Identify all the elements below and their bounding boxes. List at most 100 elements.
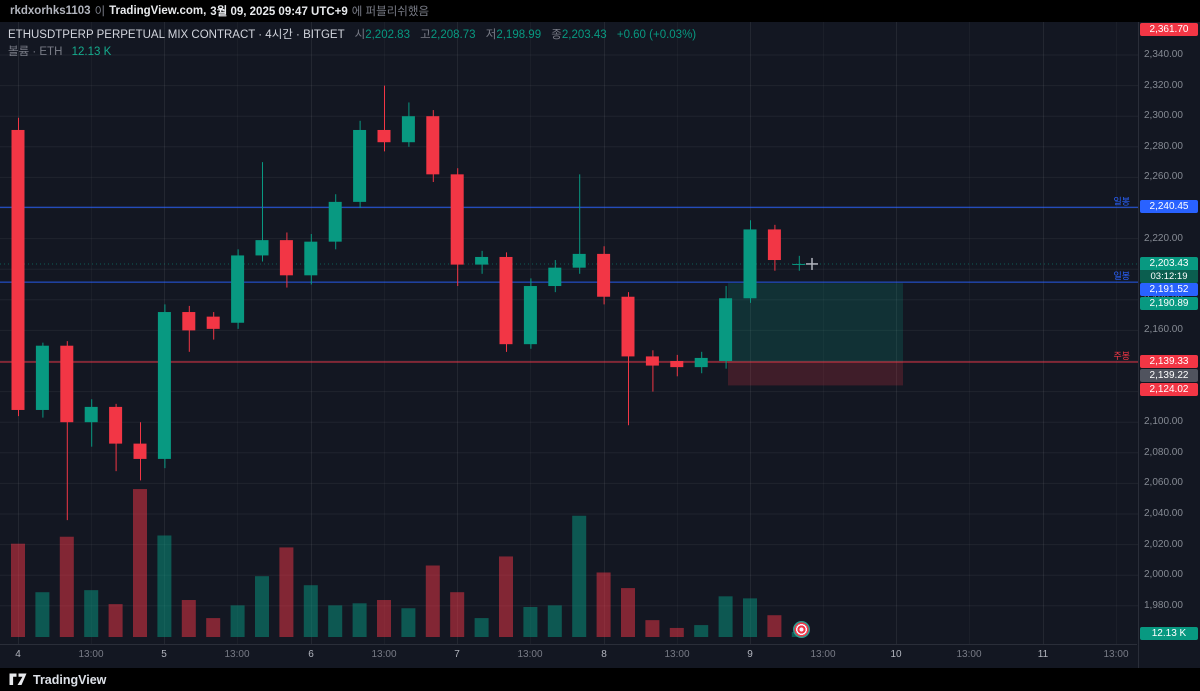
volume-bar xyxy=(133,489,147,637)
price-tick-label: 2,060.00 xyxy=(1144,477,1183,489)
candle-body xyxy=(206,316,220,329)
time-tick-label: 8 xyxy=(601,649,607,660)
candle-countdown: 03:12:19 xyxy=(1140,270,1198,283)
price-tick-label: 2,160.00 xyxy=(1144,324,1183,336)
close-value: 2,203.43 xyxy=(561,29,607,41)
candle-body xyxy=(157,312,171,459)
volume-bar xyxy=(377,600,391,637)
current-price-value: 2,203.43 xyxy=(1140,257,1198,270)
volume-bar xyxy=(450,592,465,637)
price-tick-label: 1,980.00 xyxy=(1144,599,1183,611)
volume-bar xyxy=(694,625,709,637)
candle-body xyxy=(694,357,708,368)
time-tick-label: 13:00 xyxy=(664,649,690,660)
price-tick-label: 2,280.00 xyxy=(1144,140,1183,152)
upper-level-badge: 2,361.70 xyxy=(1140,23,1198,36)
high-value: 2,208.73 xyxy=(430,29,476,41)
candle-body xyxy=(597,253,611,297)
volume-bar xyxy=(572,515,587,637)
volume-bar xyxy=(767,615,782,637)
volume-bar xyxy=(35,592,50,637)
position-profit-zone[interactable] xyxy=(728,283,903,363)
candle-body xyxy=(743,229,757,299)
chart-area[interactable]: 일봉 일봉 주봉 ETHUSDTPERP PERPETUAL MIX CONTRAC… xyxy=(0,22,1200,668)
time-tick-label: 10 xyxy=(890,649,902,660)
time-axis[interactable]: 4 13:00 5 13:00 6 13:00 7 13:00 8 13:00 9 13:00 10 13… xyxy=(0,644,1137,668)
candle-body xyxy=(426,116,440,175)
candle-body xyxy=(255,240,269,256)
target-icon xyxy=(793,621,810,638)
candle-body xyxy=(621,296,635,357)
volume-bar xyxy=(499,556,513,637)
publish-site-link[interactable]: TradingView.com, xyxy=(109,5,207,17)
price-tick-label: 2,080.00 xyxy=(1144,446,1183,458)
low-label: 저 xyxy=(485,29,497,41)
candle-body xyxy=(328,201,342,242)
price-axis[interactable]: 2,340.00 2,320.00 2,300.00 2,280.00 2,260.00… xyxy=(1138,22,1200,668)
candle-body xyxy=(572,253,586,268)
volume-bar xyxy=(11,543,25,637)
price-tick-label: 2,320.00 xyxy=(1144,79,1183,91)
volume-bar xyxy=(181,600,196,637)
price-tick-label: 2,000.00 xyxy=(1144,569,1183,581)
volume-bar xyxy=(401,608,416,637)
volume-bar xyxy=(59,536,74,637)
candle-body xyxy=(35,345,49,410)
position-stop-badge: 2,124.02 xyxy=(1140,383,1198,396)
price-tick-label: 2,040.00 xyxy=(1144,508,1183,519)
price-tick-label: 2,020.00 xyxy=(1144,538,1183,550)
time-tick-label: 13:00 xyxy=(78,649,104,660)
volume-layer xyxy=(11,489,806,637)
symbol-title[interactable]: ETHUSDTPERP PERPETUAL MIX CONTRACT · 4시간… xyxy=(8,29,345,41)
volume-bar xyxy=(279,547,294,637)
open-value: 2,202.83 xyxy=(365,29,410,41)
candles-layer xyxy=(11,85,806,521)
candle-body xyxy=(767,229,781,261)
change-value: +0.60 (+0.03%) xyxy=(616,29,697,41)
volume-bar xyxy=(352,603,367,637)
volume-bar xyxy=(547,605,562,637)
publish-bar: rkdxorhks1103 이 TradingView.com, 3월 09, … xyxy=(0,0,1200,22)
open-label: 시 xyxy=(354,29,366,41)
candle-body xyxy=(353,129,367,202)
volume-bar xyxy=(230,605,245,637)
tradingview-logo[interactable]: TradingView xyxy=(9,673,106,687)
level-label: 일봉 xyxy=(1113,271,1130,281)
close-label: 종 xyxy=(551,29,562,41)
publisher-username[interactable]: rkdxorhks1103 xyxy=(10,5,91,17)
candle-body xyxy=(719,298,733,361)
time-tick-label: 6 xyxy=(308,649,314,660)
position-loss-zone[interactable] xyxy=(728,362,903,386)
candle-body xyxy=(133,443,147,459)
volume-bar xyxy=(206,618,221,637)
time-tick-label: 13:00 xyxy=(371,649,397,660)
symbol-row: ETHUSDTPERP PERPETUAL MIX CONTRACT · 4시간… xyxy=(8,27,696,44)
publish-connector: 이 xyxy=(94,6,106,18)
price-tick-label: 2,220.00 xyxy=(1144,232,1183,244)
volume-indicator-label[interactable]: 볼륨 · ETH xyxy=(8,46,63,58)
volume-bar xyxy=(718,596,733,637)
position-target-badge: 2,190.89 xyxy=(1140,297,1198,310)
publish-datetime: 3월 09, 2025 09:47 UTC+9 xyxy=(210,6,348,18)
time-tick-label: 13:00 xyxy=(1103,649,1129,660)
candle-body xyxy=(499,256,513,345)
candle-body xyxy=(548,267,562,287)
position-entry-badge: 2,139.22 xyxy=(1140,369,1198,382)
candle-body xyxy=(231,255,245,323)
candle-body xyxy=(670,361,684,368)
volume-bar xyxy=(621,588,635,637)
markers-layer xyxy=(806,257,818,270)
volume-bar xyxy=(255,576,269,637)
volume-bar xyxy=(328,605,343,637)
candle-body xyxy=(645,356,659,366)
price-tick-label: 2,260.00 xyxy=(1144,171,1183,183)
price-tick-label: 2,340.00 xyxy=(1144,49,1183,60)
volume-bar xyxy=(84,590,99,637)
price-tick-label: 2,300.00 xyxy=(1144,110,1183,122)
candle-body xyxy=(279,240,293,276)
candle-body xyxy=(792,263,806,265)
level-label: 일봉 xyxy=(1113,196,1130,206)
